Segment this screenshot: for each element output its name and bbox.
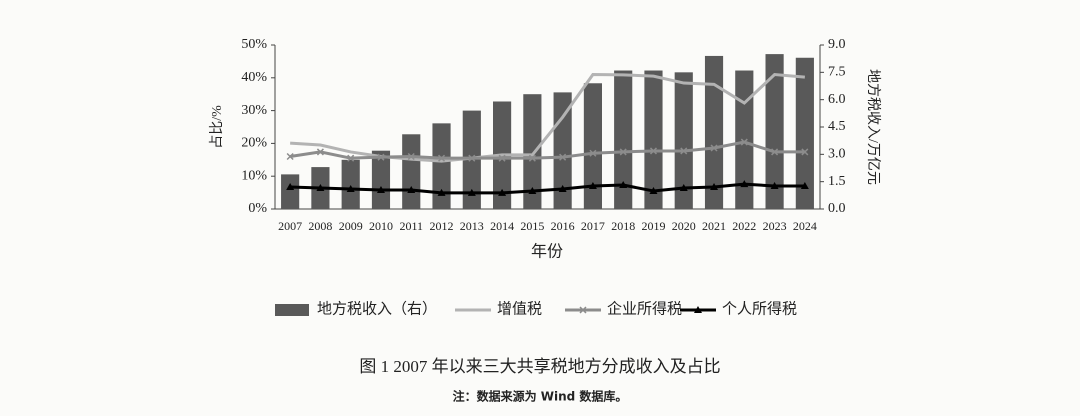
marker (800, 182, 809, 190)
line (290, 72, 805, 163)
y-tick-label: 50% (241, 37, 267, 52)
line (290, 182, 805, 195)
marker (559, 153, 567, 161)
marker (680, 147, 688, 155)
marker (801, 148, 809, 156)
x-tick-label: 2007 (278, 219, 302, 233)
y-tick-label: 40% (241, 70, 267, 85)
bar (735, 70, 754, 209)
x-tick-label: 2024 (793, 219, 817, 233)
y2-tick-label: 7.5 (828, 65, 846, 80)
marker (588, 182, 597, 190)
y-tick-label: 20% (241, 136, 267, 151)
bar (281, 174, 300, 209)
bar (341, 159, 360, 209)
marker (740, 180, 749, 188)
marker (316, 148, 324, 156)
marker (589, 149, 597, 157)
marker (376, 185, 385, 193)
bar (523, 94, 542, 209)
y-tick-label: 30% (241, 103, 267, 118)
marker (619, 181, 628, 189)
marker (437, 154, 446, 162)
bar (644, 70, 663, 209)
x-tick-label: 2020 (672, 219, 696, 233)
marker (467, 188, 476, 196)
y-tick-label: 0% (248, 201, 267, 216)
x-tick-label: 2016 (551, 219, 575, 233)
marker (619, 148, 627, 156)
y-tick-label: 10% (241, 168, 267, 183)
marker (558, 184, 567, 192)
y2-axis-label: 地方税收入/万亿元 (865, 69, 881, 185)
marker (679, 184, 688, 192)
legend-label: 企业所得税 (607, 299, 682, 317)
marker (710, 183, 719, 191)
marker (771, 148, 779, 156)
y2-tick-label: 9.0 (828, 37, 846, 52)
y2-tick-label: 0.0 (828, 201, 846, 216)
x-tick-label: 2018 (611, 219, 635, 233)
marker (740, 138, 748, 146)
x-tick-label: 2015 (520, 219, 544, 233)
bar (614, 70, 633, 209)
marker (649, 186, 658, 194)
marker (498, 154, 506, 162)
x-tick-label: 2019 (641, 219, 665, 233)
legend-label: 个人所得税 (722, 300, 797, 317)
bar (674, 72, 693, 209)
legend-swatch (275, 304, 309, 316)
y2-tick-label: 1.5 (828, 174, 846, 189)
x-tick-label: 2017 (581, 219, 605, 233)
y2-tick-label: 3.0 (828, 147, 846, 162)
x-tick-label: 2012 (430, 219, 454, 233)
figure-caption: 图 1 2007 年以来三大共享税地方分成收入及占比 (359, 357, 720, 376)
bar (765, 54, 784, 209)
x-tick-label: 2021 (702, 219, 726, 233)
marker (347, 154, 355, 162)
x-tick-label: 2022 (732, 219, 756, 233)
marker (286, 183, 295, 191)
marker (346, 184, 355, 192)
marker (316, 184, 325, 192)
x-tick-label: 2013 (460, 219, 484, 233)
marker (498, 188, 507, 196)
marker (528, 154, 536, 162)
marker (437, 188, 446, 196)
marker (649, 147, 658, 155)
marker (407, 185, 416, 193)
x-tick-label: 2014 (490, 219, 514, 233)
marker (407, 152, 415, 161)
note: 注：数据来源为 Wind 数据库。 (453, 389, 628, 404)
marker (770, 182, 779, 190)
marker (468, 154, 476, 162)
bar (402, 134, 421, 209)
x-tick-label: 2023 (763, 219, 787, 233)
marker (286, 152, 294, 161)
legend-label: 地方税收入（右） (317, 300, 437, 317)
bar (704, 55, 724, 209)
x-axis-label: 年份 (531, 243, 563, 261)
bar (371, 150, 391, 209)
x-tick-label: 2010 (369, 219, 393, 233)
marker (710, 144, 718, 152)
marker (377, 153, 385, 161)
marker (694, 306, 702, 313)
marker (528, 186, 537, 194)
legend-label: 增值税 (497, 300, 542, 317)
bar (432, 123, 451, 209)
bar (583, 83, 602, 209)
marker (579, 306, 587, 314)
y-axis-label: 占比/% (209, 105, 225, 149)
bar (462, 110, 481, 209)
bar (795, 57, 814, 209)
x-tick-label: 2008 (308, 219, 332, 233)
y2-tick-label: 4.5 (828, 119, 846, 134)
line (289, 140, 805, 160)
x-tick-label: 2009 (339, 219, 363, 233)
x-tick-label: 2011 (399, 219, 423, 233)
y2-tick-label: 6.0 (828, 92, 846, 107)
